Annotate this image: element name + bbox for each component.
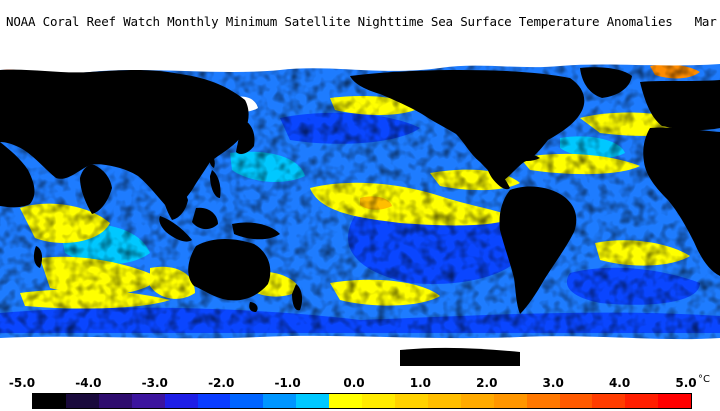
- colorbar-swatch: [559, 394, 593, 408]
- land-new-zealand: [292, 284, 303, 311]
- colorbar-swatch: [526, 394, 560, 408]
- land-japan: [236, 120, 255, 154]
- colorbar-tick-label: -4.0: [75, 376, 102, 390]
- colorbar-swatch: [296, 394, 330, 408]
- map-canvas: [0, 58, 720, 366]
- colorbar-swatch: [394, 394, 428, 408]
- colorbar-tick-label: 5.0: [675, 376, 697, 390]
- colorbar-unit: °C: [698, 374, 710, 385]
- land-tasmania: [249, 302, 258, 312]
- colorbar-tick-label: -5.0: [8, 376, 36, 390]
- land-australia: [188, 239, 271, 301]
- land-new-guinea: [232, 222, 280, 240]
- land-antarctica: [400, 347, 520, 366]
- land-africa: [643, 127, 720, 276]
- land-cuba: [514, 153, 540, 161]
- land-north-america: [350, 70, 585, 180]
- colorbar-swatch: [65, 394, 99, 408]
- colorbar-swatch: [98, 394, 132, 408]
- land-greenland: [580, 67, 632, 98]
- colorbar-tick-labels: -5.0 -4.0 -3.0 -2.0 -1.0 0.0 1.0 2.0 3.0 4.0 5.0: [0, 376, 720, 392]
- colorbar-tick-label: 0.0: [343, 376, 365, 390]
- colorbar-tick-label: -2.0: [208, 376, 235, 390]
- colorbar-swatch: [658, 394, 692, 408]
- land-africa-horn: [0, 142, 35, 208]
- land-madagascar: [33, 246, 43, 268]
- land-sumatra: [159, 216, 192, 242]
- colorbar-swatch: [263, 394, 297, 408]
- land-indochina: [162, 178, 188, 220]
- land-borneo: [192, 207, 218, 230]
- colorbar-tick-label: 3.0: [542, 376, 564, 390]
- colorbar-tick-label: 4.0: [608, 376, 631, 390]
- colorbar-tick-label: 1.0: [409, 376, 432, 390]
- colorbar: [32, 393, 692, 409]
- colorbar-tick-label: -1.0: [274, 376, 301, 390]
- land-taiwan: [209, 154, 215, 168]
- colorbar-swatch: [329, 394, 363, 408]
- arctic-ice: [0, 58, 720, 74]
- colorbar-swatch: [131, 394, 165, 408]
- land-india: [80, 164, 112, 214]
- sst-anomaly-map: [0, 58, 720, 366]
- colorbar-tick-label: 2.0: [476, 376, 498, 390]
- colorbar-swatch: [592, 394, 626, 408]
- land-eurasia-west: [0, 69, 249, 208]
- colorbar-swatch: [460, 394, 494, 408]
- land-europe-east-edge: [640, 80, 720, 131]
- colorbar-swatch: [493, 394, 527, 408]
- land-masses: [0, 67, 720, 366]
- colorbar-swatch: [33, 394, 66, 408]
- colorbar-swatch: [625, 394, 659, 408]
- colorbar-swatch: [427, 394, 461, 408]
- land-philippines: [210, 170, 221, 198]
- colorbar-swatch: [362, 394, 395, 408]
- colorbar-swatch: [164, 394, 198, 408]
- map-title: NOAA Coral Reef Watch Monthly Minimum Sa…: [6, 14, 720, 29]
- land-uk: [669, 98, 679, 110]
- colorbar-tick-label: -3.0: [141, 376, 168, 390]
- land-central-america: [486, 162, 510, 190]
- land-south-america: [499, 186, 577, 314]
- colorbar-swatch: [230, 394, 264, 408]
- colorbar-swatch: [197, 394, 231, 408]
- antarctic-ice: [0, 335, 720, 366]
